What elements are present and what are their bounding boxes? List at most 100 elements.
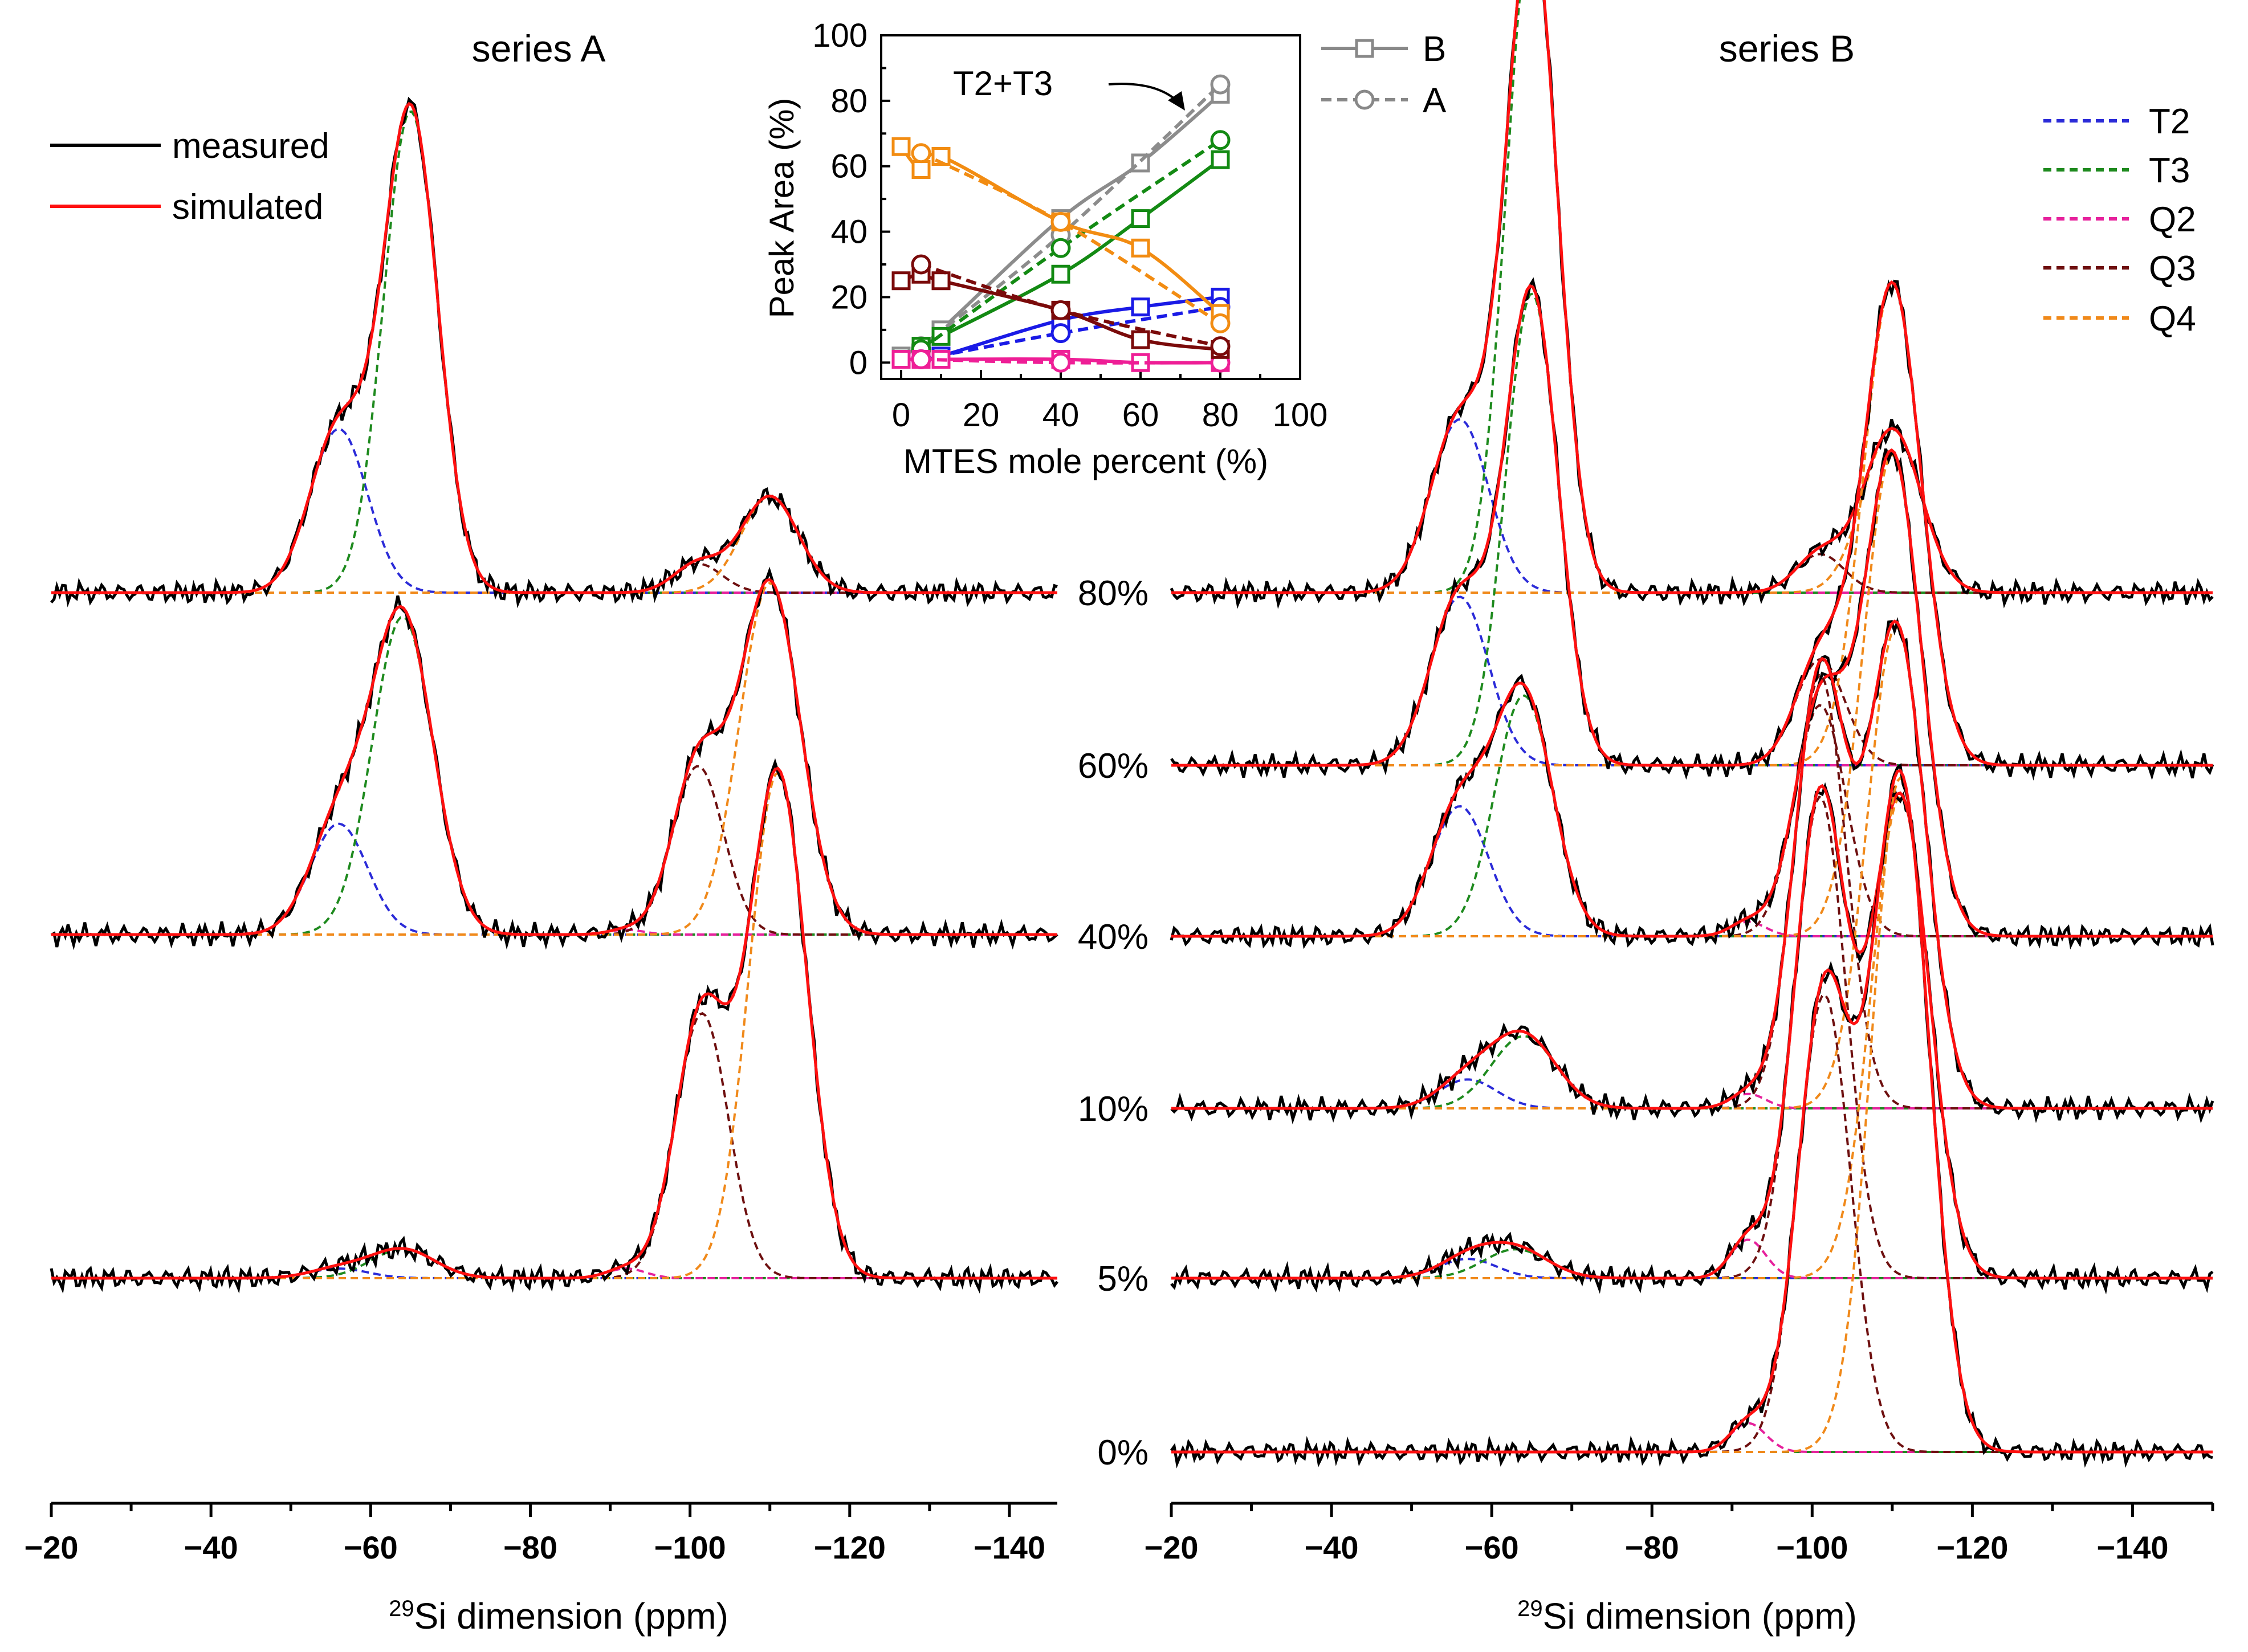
inset-series-q4-a [911,143,1231,333]
x-tick-label: −120 [814,1529,886,1565]
legend-simulated-label: simulated [172,187,323,227]
x-tick-label: −40 [184,1529,238,1565]
measured-curve [50,566,1058,951]
simulated-curve [1171,619,2213,1110]
inset-line-t3-a [920,138,1221,351]
component-t2-curve [51,822,1057,936]
measured-curve [1170,277,2214,781]
spectrum-40pct [50,566,1058,951]
inset-marker-t3-b [1211,150,1230,169]
panel-series-b: series B −20 −40 −60 −80 −100 −120 −140 29Si d… [1145,0,2214,1637]
concentration-label-40pct: 40% [1078,917,1149,957]
simulated-curve [51,578,1057,936]
panel-b-title: series B [1719,27,1855,70]
inset-x-tick-label: 20 [963,397,1000,434]
legend-a-marker [1354,89,1375,110]
spectrum-0pct [1170,763,2213,1469]
legend-q3-label: Q3 [2149,249,2196,288]
inset-marker-q4-a [1050,211,1071,232]
component-q3-curve [1171,795,2213,1279]
inset-marker-t2-a [1050,323,1071,344]
component-t3-curve [1171,1035,2213,1110]
legend-q2-label: Q2 [2149,200,2196,239]
component-q3-curve [1171,704,2213,937]
x-tick-label: −120 [1936,1529,2008,1565]
concentration-labels: 80% 60% 40% 10% 5% 0% [1078,574,1149,1472]
inset-marker-t2-plus-t3-a [1210,74,1231,95]
legend-series: B A [1321,30,1447,120]
component-q3-curve [51,765,1057,936]
spectrum-60pct [1170,277,2214,781]
inset-x-tick-label: 100 [1273,397,1328,434]
component-q3-curve [1171,674,2213,1110]
x-tick-label: −140 [2096,1529,2168,1565]
inset-y-tick-label: 20 [830,279,868,316]
inset-ticks [881,34,1301,379]
component-t3-curve [1171,694,2213,937]
inset-y-axis-label: Peak Area (%) [763,98,801,319]
component-t2-curve [1171,595,2213,766]
inset-marker-q3-b [1131,330,1150,349]
component-t2-curve [1171,805,2213,937]
inset-marker-q4-b [891,137,911,156]
legend-a-label: A [1423,81,1447,120]
component-q4-curve [51,771,1057,1279]
simulated-curve [1171,0,2213,594]
legend-b-label: B [1423,30,1446,69]
inset-y-tick-label: 60 [830,148,868,185]
inset-y-tick-label: 80 [830,83,868,120]
inset-x-tick-label: 60 [1122,397,1159,434]
spectrum-80pct [1170,0,2214,609]
x-tick-label: −80 [1625,1529,1679,1565]
legend-measured-label: measured [172,127,329,166]
spectrum-10pct [1170,617,2214,1125]
inset-y-tick-label: 100 [812,17,868,54]
measured-curve [50,96,1058,609]
inset-marker-q2-b [891,350,911,369]
legend-measured-simulated: measured simulated [50,127,329,227]
panel-b-x-ticks [1170,1503,2214,1517]
component-q4-curve [1171,453,2213,937]
legend-components: T2 T3 Q2 Q3 Q4 [2043,102,2196,338]
component-t3-curve [1171,0,2213,594]
inset-line-q2-a [921,357,1221,365]
panel-a-x-tick-labels: −20 −40 −60 −80 −100 −120 −140 [25,1529,1046,1565]
x-tick-label: −20 [25,1529,79,1565]
simulated-curve [1171,784,2213,1280]
component-t3-curve [1171,292,2213,766]
concentration-label-60pct: 60% [1078,747,1149,786]
legend-q4-label: Q4 [2149,299,2196,338]
measured-curve [1170,782,2214,1295]
component-q3-curve [1171,993,2213,1453]
inset-marker-q4-b [1131,238,1150,258]
inset-marker-t3-b [1131,209,1150,229]
inset-marker-q2-a [911,349,931,370]
inset-annotation-label: T2+T3 [953,64,1053,103]
x-tick-label: −80 [503,1529,557,1565]
x-tick-label: −100 [654,1529,726,1565]
inset-marker-t3-a [1210,130,1231,150]
x-tick-label: −60 [1465,1529,1519,1565]
simulated-curve [1171,280,2213,767]
simulated-curve [1171,769,2213,1454]
spectrum-40pct [1170,448,2214,950]
panel-a-x-axis-label: 29Si dimension (ppm) [389,1596,728,1637]
panel-b-spectra [1170,0,2214,1469]
inset-x-tick-label: 0 [892,397,910,434]
panel-a-x-ticks [50,1503,1011,1517]
x-tick-label: −20 [1145,1529,1199,1565]
inset-x-axis-label: MTES mole percent (%) [903,442,1268,480]
inset-x-tick-label: 40 [1042,397,1080,434]
x-tick-label: −140 [974,1529,1045,1565]
inset-line-q4-a [920,152,1221,325]
inset-y-tick-label: 40 [830,214,868,251]
inset-marker-q2-b [931,350,951,369]
inset-marker-q4-a [911,143,931,164]
x-tick-label: −100 [1776,1529,1848,1565]
panel-a-spectra [50,96,1058,1294]
inset-y-tick-label: 0 [849,344,868,381]
inset-series [891,74,1231,373]
panel-series-a: series A −20 −40 −60 −80 −100 −120 −140 29Si d… [25,27,1058,1637]
simulated-curve [51,766,1057,1280]
